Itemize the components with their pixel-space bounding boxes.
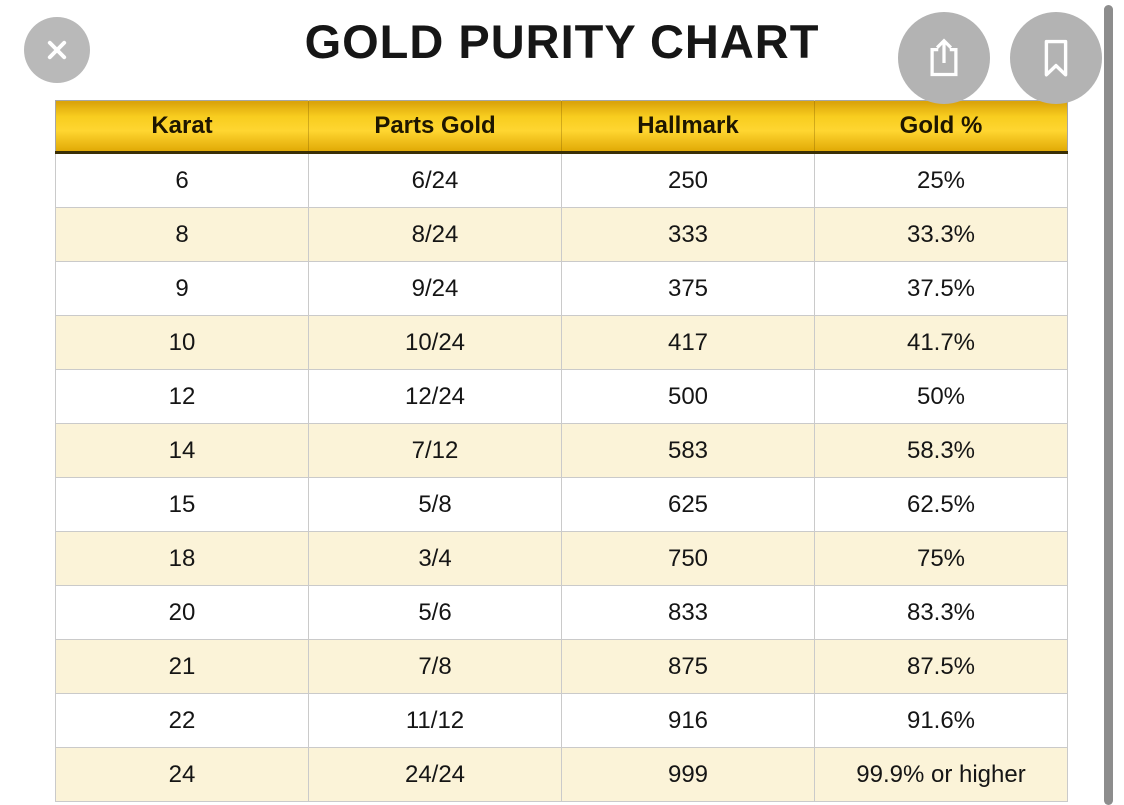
table-row: 6 6/24 250 25% [55, 152, 1068, 208]
table-cell: 18 [55, 531, 309, 586]
table-cell: 625 [561, 477, 815, 532]
table-cell: 833 [561, 585, 815, 640]
table-cell: 6/24 [308, 152, 562, 208]
table-row: 22 11/12 916 91.6% [55, 693, 1068, 748]
table-cell: 25% [814, 152, 1068, 208]
table-cell: 22 [55, 693, 309, 748]
table-cell: 583 [561, 423, 815, 478]
table-header-row: Karat Parts Gold Hallmark Gold % [55, 100, 1068, 154]
table-cell: 99.9% or higher [814, 747, 1068, 802]
column-header-karat: Karat [55, 100, 309, 154]
gold-purity-table: Karat Parts Gold Hallmark Gold % 6 6/24 25… [55, 100, 1068, 802]
table-cell: 14 [55, 423, 309, 478]
table-cell: 20 [55, 585, 309, 640]
table-row: 21 7/8 875 87.5% [55, 639, 1068, 694]
table-cell: 7/12 [308, 423, 562, 478]
column-header-hallmark: Hallmark [561, 100, 815, 154]
table-cell: 7/8 [308, 639, 562, 694]
table-cell: 21 [55, 639, 309, 694]
table-cell: 33.3% [814, 207, 1068, 262]
table-cell: 11/12 [308, 693, 562, 748]
table-cell: 9/24 [308, 261, 562, 316]
table-cell: 50% [814, 369, 1068, 424]
table-cell: 916 [561, 693, 815, 748]
table-cell: 75% [814, 531, 1068, 586]
table-cell: 8/24 [308, 207, 562, 262]
vertical-scrollbar[interactable] [1104, 5, 1113, 805]
table-cell: 10 [55, 315, 309, 370]
page-title: GOLD PURITY CHART [304, 15, 820, 68]
table-cell: 24 [55, 747, 309, 802]
table-cell: 5/8 [308, 477, 562, 532]
column-header-gold-pct: Gold % [814, 100, 1068, 154]
table-cell: 58.3% [814, 423, 1068, 478]
table-cell: 750 [561, 531, 815, 586]
table-cell: 500 [561, 369, 815, 424]
table-cell: 10/24 [308, 315, 562, 370]
table-cell: 91.6% [814, 693, 1068, 748]
share-icon [921, 35, 967, 81]
table-cell: 12/24 [308, 369, 562, 424]
table-cell: 8 [55, 207, 309, 262]
table-row: 15 5/8 625 62.5% [55, 477, 1068, 532]
table-cell: 250 [561, 152, 815, 208]
close-button[interactable] [24, 17, 90, 83]
table-cell: 333 [561, 207, 815, 262]
close-icon [39, 32, 75, 68]
table-row: 9 9/24 375 37.5% [55, 261, 1068, 316]
table-row: 14 7/12 583 58.3% [55, 423, 1068, 478]
table-row: 24 24/24 999 99.9% or higher [55, 747, 1068, 802]
column-header-parts-gold: Parts Gold [308, 100, 562, 154]
table-row: 18 3/4 750 75% [55, 531, 1068, 586]
bookmark-button[interactable] [1010, 12, 1102, 104]
table-cell: 41.7% [814, 315, 1068, 370]
table-cell: 24/24 [308, 747, 562, 802]
table-cell: 6 [55, 152, 309, 208]
table-cell: 375 [561, 261, 815, 316]
table-cell: 999 [561, 747, 815, 802]
table-cell: 9 [55, 261, 309, 316]
table-row: 20 5/6 833 83.3% [55, 585, 1068, 640]
table-cell: 37.5% [814, 261, 1068, 316]
share-button[interactable] [898, 12, 990, 104]
table-cell: 15 [55, 477, 309, 532]
table-row: 10 10/24 417 41.7% [55, 315, 1068, 370]
table-cell: 5/6 [308, 585, 562, 640]
table-cell: 87.5% [814, 639, 1068, 694]
table-cell: 62.5% [814, 477, 1068, 532]
table-row: 12 12/24 500 50% [55, 369, 1068, 424]
table-cell: 83.3% [814, 585, 1068, 640]
table-cell: 3/4 [308, 531, 562, 586]
table-cell: 875 [561, 639, 815, 694]
bookmark-icon [1032, 34, 1080, 82]
table-row: 8 8/24 333 33.3% [55, 207, 1068, 262]
table-cell: 417 [561, 315, 815, 370]
table-cell: 12 [55, 369, 309, 424]
